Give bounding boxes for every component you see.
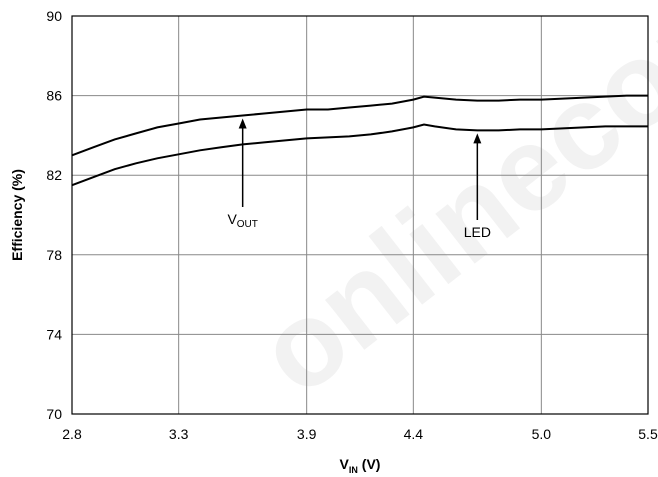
- x-tick-label: 5.0: [532, 426, 552, 442]
- y-tick-label: 82: [46, 167, 62, 183]
- annotation-label-led: LED: [464, 224, 491, 240]
- series-line-led: [71, 123, 648, 187]
- x-tick-label: 3.9: [297, 426, 317, 442]
- y-tick-label: 74: [46, 326, 62, 342]
- y-tick-label: 78: [46, 247, 62, 263]
- x-axis-label-main: V: [340, 456, 350, 472]
- y-axis-label: Efficiency (%): [9, 169, 25, 261]
- annotation-arrow-head: [238, 118, 247, 129]
- y-tick-label: 86: [46, 88, 62, 104]
- watermark: onlinecomponents: [234, 0, 658, 420]
- x-axis-label-subscript: IN: [349, 465, 358, 475]
- x-tick-label: 3.3: [169, 426, 189, 442]
- y-tick-labels: 70 74 78 82 86 90: [46, 8, 62, 422]
- annotation-arrow-head: [473, 133, 482, 144]
- x-tick-labels: 2.8 3.3 3.9 4.4 5.0 5.5: [62, 426, 658, 442]
- x-tick-label: 5.5: [638, 426, 658, 442]
- x-tick-label: 2.8: [62, 426, 82, 442]
- series-layer: [71, 94, 648, 187]
- annotation-label-vout: VOUT: [227, 211, 257, 230]
- series-line-vout: [71, 94, 648, 157]
- x-axis-label: VIN (V): [340, 456, 381, 475]
- y-tick-label: 70: [46, 406, 62, 422]
- x-axis-label-unit: (V): [358, 456, 381, 472]
- annotations: VOUT LED: [227, 118, 491, 240]
- x-tick-label: 4.4: [404, 426, 424, 442]
- plot-frame: [71, 15, 649, 415]
- y-tick-label: 90: [46, 8, 62, 24]
